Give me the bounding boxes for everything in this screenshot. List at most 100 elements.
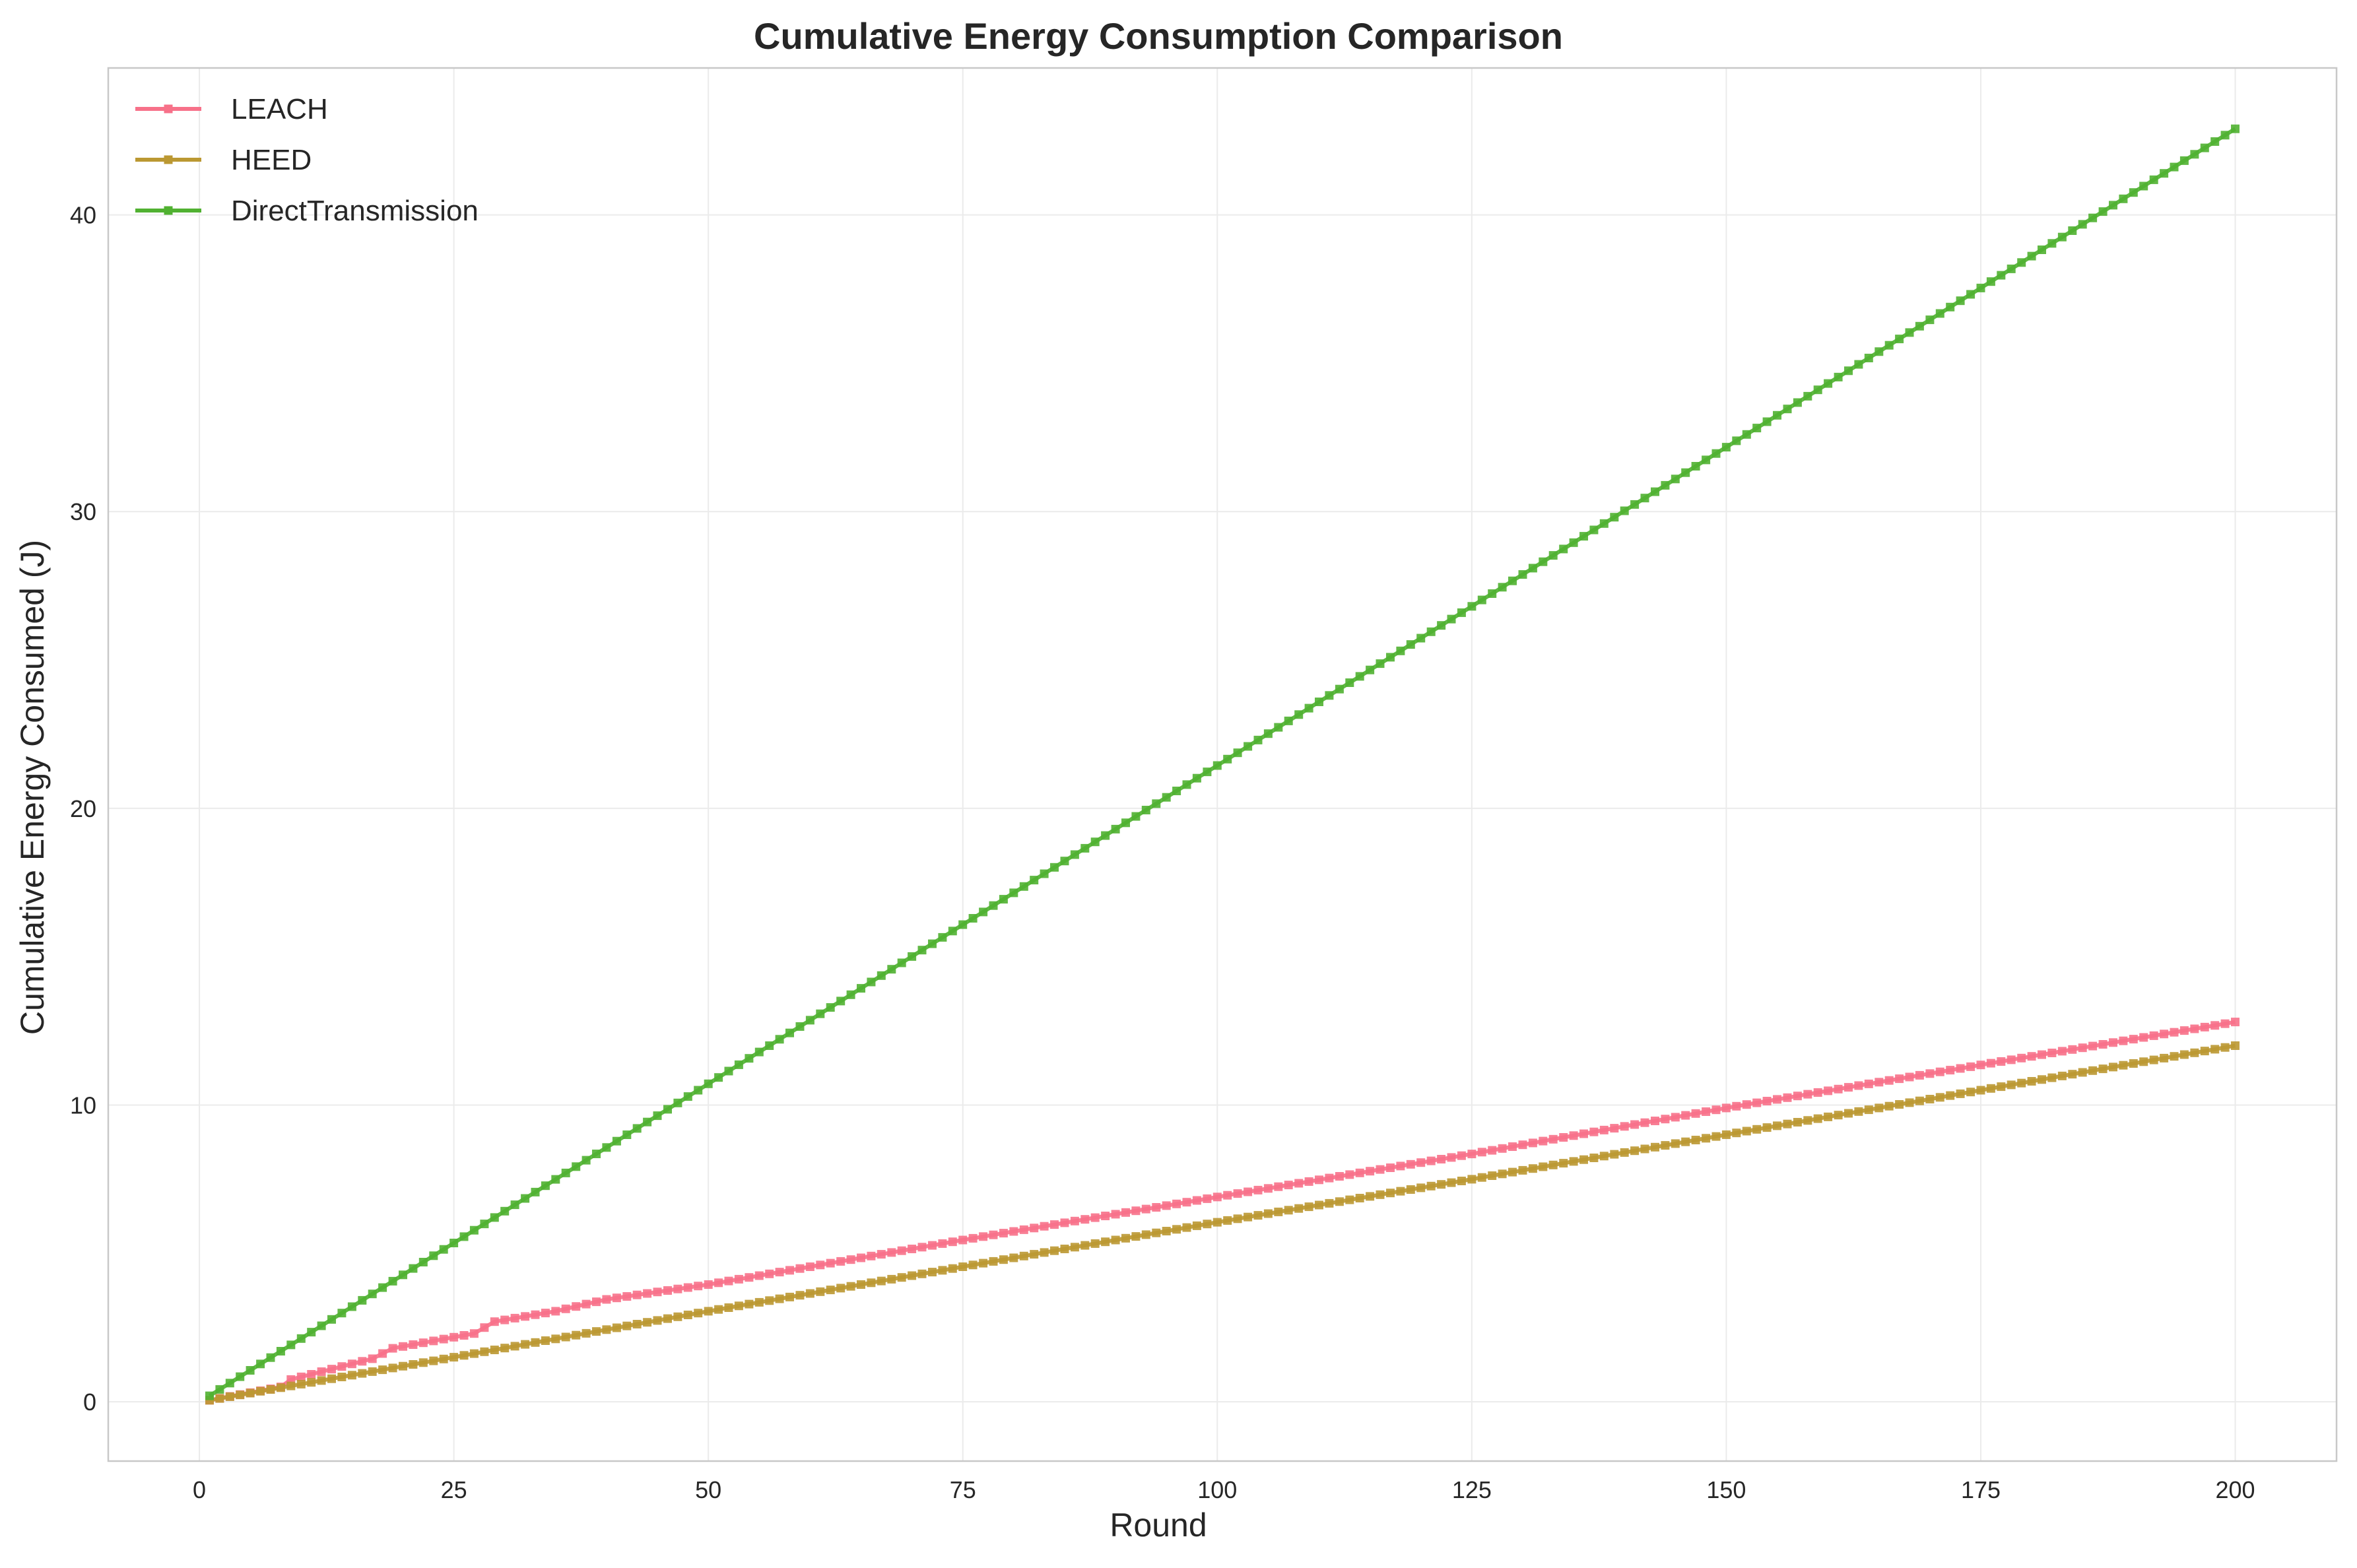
legend[interactable]: LEACH HEED DirectTransmission: [135, 93, 479, 227]
data-point-marker: [1498, 1169, 1507, 1179]
data-point-marker: [2139, 1033, 2148, 1042]
data-point-marker: [480, 1323, 489, 1332]
data-point-marker: [826, 1286, 835, 1295]
data-point-marker: [1325, 1173, 1334, 1183]
data-point-marker: [2170, 1028, 2179, 1037]
data-point-marker: [286, 1381, 296, 1390]
tick-labels: 0 25 50 75 100 125 150 175 200 0 10 20 30 40: [70, 202, 2255, 1503]
data-point-marker: [541, 1309, 550, 1318]
data-point-marker: [917, 1269, 927, 1278]
data-point-marker: [602, 1143, 611, 1152]
data-point-marker: [724, 1303, 733, 1312]
data-point-marker: [1345, 678, 1354, 687]
data-point-marker: [459, 1331, 469, 1340]
data-point-marker: [1711, 449, 1721, 458]
data-point-marker: [1711, 1132, 1721, 1141]
data-point-marker: [1813, 1088, 1822, 1097]
data-point-marker: [327, 1365, 336, 1374]
data-point-marker: [1244, 742, 1253, 751]
data-point-marker: [225, 1392, 234, 1401]
data-point-marker: [908, 952, 917, 961]
data-point-marker: [1752, 424, 1762, 433]
data-point-marker: [745, 1273, 754, 1282]
data-point-marker: [857, 1280, 865, 1289]
data-point-marker: [714, 1073, 723, 1082]
data-point-marker: [795, 1022, 805, 1031]
legend-label: HEED: [231, 144, 312, 176]
data-point-marker: [1467, 602, 1477, 611]
data-point-marker: [1437, 1180, 1446, 1189]
data-point-marker: [816, 1287, 825, 1296]
data-point-marker: [2200, 1022, 2209, 1031]
data-point-marker: [500, 1344, 510, 1353]
data-point-marker: [2200, 143, 2209, 152]
data-point-marker: [2027, 1052, 2036, 1061]
data-point-marker: [683, 1311, 692, 1319]
data-point-marker: [1325, 691, 1334, 700]
data-point-marker: [236, 1372, 245, 1381]
data-point-marker: [581, 1156, 591, 1165]
data-point-marker: [1997, 1057, 2006, 1066]
data-point-marker: [867, 977, 876, 987]
data-point-marker: [653, 1111, 662, 1121]
data-point-marker: [2078, 220, 2087, 229]
x-tick-label: 200: [2216, 1476, 2255, 1503]
data-point-marker: [1884, 1076, 1894, 1085]
data-point-marker: [1131, 1232, 1141, 1241]
data-point-marker: [846, 1282, 855, 1291]
data-point-marker: [979, 1258, 988, 1268]
data-point-marker: [1539, 1162, 1548, 1171]
data-point-marker: [2139, 181, 2148, 191]
data-point-marker: [1040, 1248, 1049, 1257]
data-point-marker: [1895, 335, 1904, 344]
data-point-marker: [765, 1041, 774, 1050]
data-point-marker: [399, 1342, 407, 1351]
data-point-marker: [1875, 1103, 1884, 1113]
data-point-marker: [2038, 1050, 2046, 1059]
data-point-marker: [2007, 1055, 2016, 1064]
data-point-marker: [1844, 366, 1853, 376]
data-point-marker: [1997, 1082, 2006, 1092]
data-point-marker: [734, 1060, 743, 1069]
x-tick-label: 75: [950, 1476, 976, 1503]
legend-item-heed[interactable]: HEED: [135, 144, 312, 176]
data-point-marker: [1182, 780, 1191, 789]
data-point-marker: [1223, 1191, 1232, 1200]
data-point-marker: [1803, 1116, 1812, 1125]
data-point-marker: [399, 1361, 407, 1371]
data-point-marker: [1630, 1146, 1640, 1156]
data-point-marker: [1752, 1098, 1762, 1107]
data-point-marker: [469, 1349, 479, 1358]
data-point-marker: [327, 1374, 336, 1383]
data-point-marker: [327, 1315, 336, 1324]
data-point-marker: [622, 1130, 632, 1139]
data-point-marker: [358, 1295, 367, 1305]
data-point-marker: [266, 1385, 275, 1394]
data-point-marker: [1406, 1185, 1415, 1194]
data-point-marker: [663, 1105, 672, 1114]
data-point-marker: [347, 1371, 356, 1380]
data-point-marker: [1233, 748, 1242, 758]
data-point-marker: [694, 1309, 703, 1318]
data-point-marker: [2078, 1068, 2087, 1077]
data-point-marker: [1661, 1141, 1670, 1150]
data-point-marker: [1406, 640, 1415, 649]
data-point-marker: [1579, 1155, 1588, 1164]
data-point-marker: [958, 920, 968, 929]
data-point-marker: [1172, 1199, 1181, 1208]
data-point-marker: [1121, 1233, 1130, 1243]
data-point-marker: [1447, 1153, 1456, 1162]
legend-item-directtransmission[interactable]: DirectTransmission: [135, 195, 479, 227]
data-point-marker: [1152, 1203, 1161, 1212]
data-point-marker: [1742, 430, 1751, 439]
data-point-marker: [1223, 754, 1232, 764]
data-point-marker: [1172, 787, 1181, 795]
data-point-marker: [439, 1245, 448, 1254]
data-point-marker: [1620, 1148, 1629, 1157]
data-point-marker: [449, 1353, 459, 1362]
legend-item-leach[interactable]: LEACH: [135, 93, 328, 125]
data-point-marker: [2109, 1062, 2117, 1072]
data-point-marker: [266, 1353, 275, 1362]
data-point-marker: [1661, 1115, 1670, 1124]
data-point-marker: [1579, 1129, 1588, 1138]
